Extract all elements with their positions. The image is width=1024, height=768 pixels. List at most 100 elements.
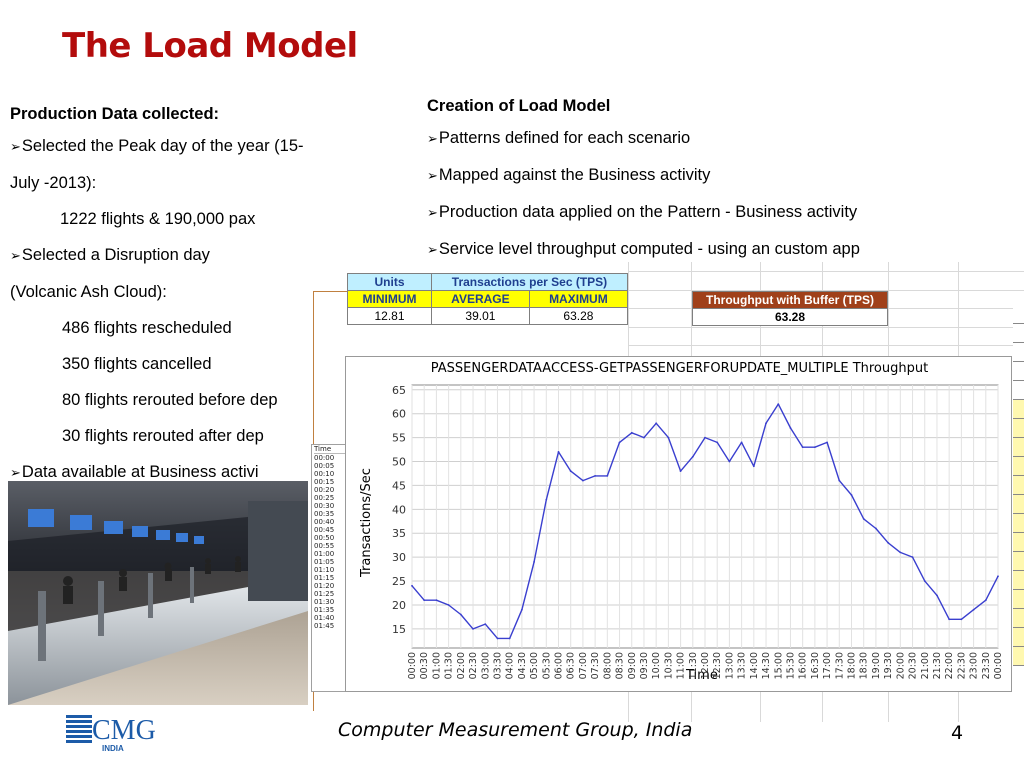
data-point: [972, 608, 975, 611]
x-tick-label: 22:30: [956, 652, 967, 679]
load-model-heading: Creation of Load Model: [427, 97, 611, 115]
x-tick-label: 16:30: [810, 652, 821, 679]
data-point: [740, 441, 743, 444]
sheet-gridline: [628, 345, 1024, 346]
data-point: [472, 627, 474, 630]
x-tick-label: 20:30: [908, 652, 919, 679]
x-tick-label: 06:00: [554, 652, 565, 679]
time-list: 00:00 00:05 00:10 00:15 00:20 00:25 00:30 00:35…: [314, 454, 346, 630]
production-data-heading: Production Data collected:: [10, 105, 220, 123]
x-tick-label: 05:00: [529, 652, 540, 679]
time-cell: 00:15: [314, 478, 335, 486]
time-cell: 01:30: [314, 598, 335, 606]
svg-text:INDIA: INDIA: [102, 744, 124, 753]
time-column: Time 00:00 00:05 00:10 00:15 00:20 00:25 00:30…: [311, 444, 347, 692]
units-header: Units: [347, 273, 432, 291]
time-cell: 01:40: [314, 614, 335, 622]
side-cell: [1013, 324, 1024, 343]
cmg-logo: CMG INDIA: [66, 713, 176, 755]
data-point: [557, 451, 560, 453]
data-point: [520, 608, 523, 611]
left-line-8: 80 flights rerouted before dep: [62, 391, 278, 409]
data-point: [813, 446, 816, 449]
time-cell: 00:05: [314, 462, 335, 470]
data-point: [582, 479, 584, 482]
connector-line: [313, 291, 349, 292]
right-bullet-3: Production data applied on the Pattern -…: [427, 194, 987, 231]
data-point: [691, 455, 694, 458]
x-tick-label: 00:00: [407, 652, 418, 679]
data-point: [838, 479, 841, 482]
x-tick-label: 18:00: [847, 652, 858, 679]
data-point: [435, 599, 438, 602]
left-line-3: 1222 flights & 190,000 pax: [60, 210, 256, 228]
avg-header: AVERAGE: [431, 290, 530, 308]
time-cell: 00:20: [314, 486, 335, 494]
data-point: [875, 527, 877, 530]
throughput-chart: PASSENGERDATAACCESS-GETPASSENGERFORUPDAT…: [345, 356, 1012, 692]
data-point: [826, 441, 828, 444]
avg-value: 39.01: [431, 307, 530, 325]
data-point: [496, 637, 499, 640]
x-tick-label: 16:00: [798, 652, 809, 679]
left-line-5: (Volcanic Ash Cloud):: [10, 283, 167, 301]
time-cell: 00:50: [314, 534, 335, 542]
side-cell: [1013, 514, 1024, 533]
x-tick-label: 17:00: [822, 652, 833, 679]
side-cell: [1013, 400, 1024, 419]
buffer-table: Throughput with Buffer (TPS) 63.28: [692, 291, 888, 326]
side-cell: [1013, 419, 1024, 438]
x-tick-label: 08:30: [615, 652, 626, 679]
side-cell: [1013, 552, 1024, 571]
buffer-value: 63.28: [692, 308, 888, 326]
data-point: [643, 436, 645, 439]
data-point: [997, 575, 999, 578]
data-point: [704, 436, 706, 439]
data-point: [960, 618, 963, 621]
x-tick-label: 11:00: [676, 652, 687, 679]
time-cell: 00:25: [314, 494, 335, 502]
side-cell: [1013, 381, 1024, 400]
airport-photo-illustration: [8, 481, 308, 705]
left-line-7: 350 flights cancelled: [62, 355, 212, 373]
tps-header: Transactions per Sec (TPS): [431, 273, 628, 291]
data-point: [765, 422, 767, 425]
x-tick-label: 19:00: [871, 652, 882, 679]
x-tick-label: 09:00: [627, 652, 638, 679]
side-cell: [1013, 476, 1024, 495]
x-tick-label: 12:30: [712, 652, 723, 679]
time-cell: 00:45: [314, 526, 335, 534]
chart-title: PASSENGERDATAACCESS-GETPASSENGERFORUPDAT…: [430, 361, 929, 376]
sheet-gridline: [628, 327, 1024, 328]
x-tick-label: 19:30: [883, 652, 894, 679]
data-point: [777, 403, 780, 406]
x-tick-label: 15:30: [785, 652, 796, 679]
side-cell: [1013, 438, 1024, 457]
y-tick-label: 30: [392, 551, 406, 564]
right-bullet-2: Mapped against the Business activity: [427, 157, 987, 194]
max-header: MAXIMUM: [528, 290, 629, 308]
left-bullet-1: Selected the Peak day of the year (15-: [10, 128, 370, 165]
x-tick-label: 17:30: [834, 652, 845, 679]
x-tick-label: 00:00: [993, 652, 1004, 679]
x-tick-label: 01:00: [431, 652, 442, 679]
x-tick-label: 15:00: [773, 652, 784, 679]
airport-checkin-photo: [8, 481, 308, 705]
x-tick-label: 11:30: [688, 652, 699, 679]
production-data-section: Production Data collected: Selected the …: [10, 100, 370, 491]
sheet-gridline: [628, 271, 1024, 272]
time-cell: 00:40: [314, 518, 335, 526]
side-cell: [1013, 495, 1024, 514]
side-column-strip: [1013, 305, 1024, 685]
min-header: MINIMUM: [347, 290, 432, 308]
side-cell: [1013, 343, 1024, 362]
side-cell: [1013, 590, 1024, 609]
y-tick-label: 65: [392, 384, 406, 397]
data-point: [850, 494, 853, 496]
side-cell: [1013, 609, 1024, 628]
y-tick-label: 60: [392, 408, 406, 421]
data-point: [655, 422, 658, 425]
data-point: [679, 470, 682, 472]
data-point: [801, 446, 804, 449]
